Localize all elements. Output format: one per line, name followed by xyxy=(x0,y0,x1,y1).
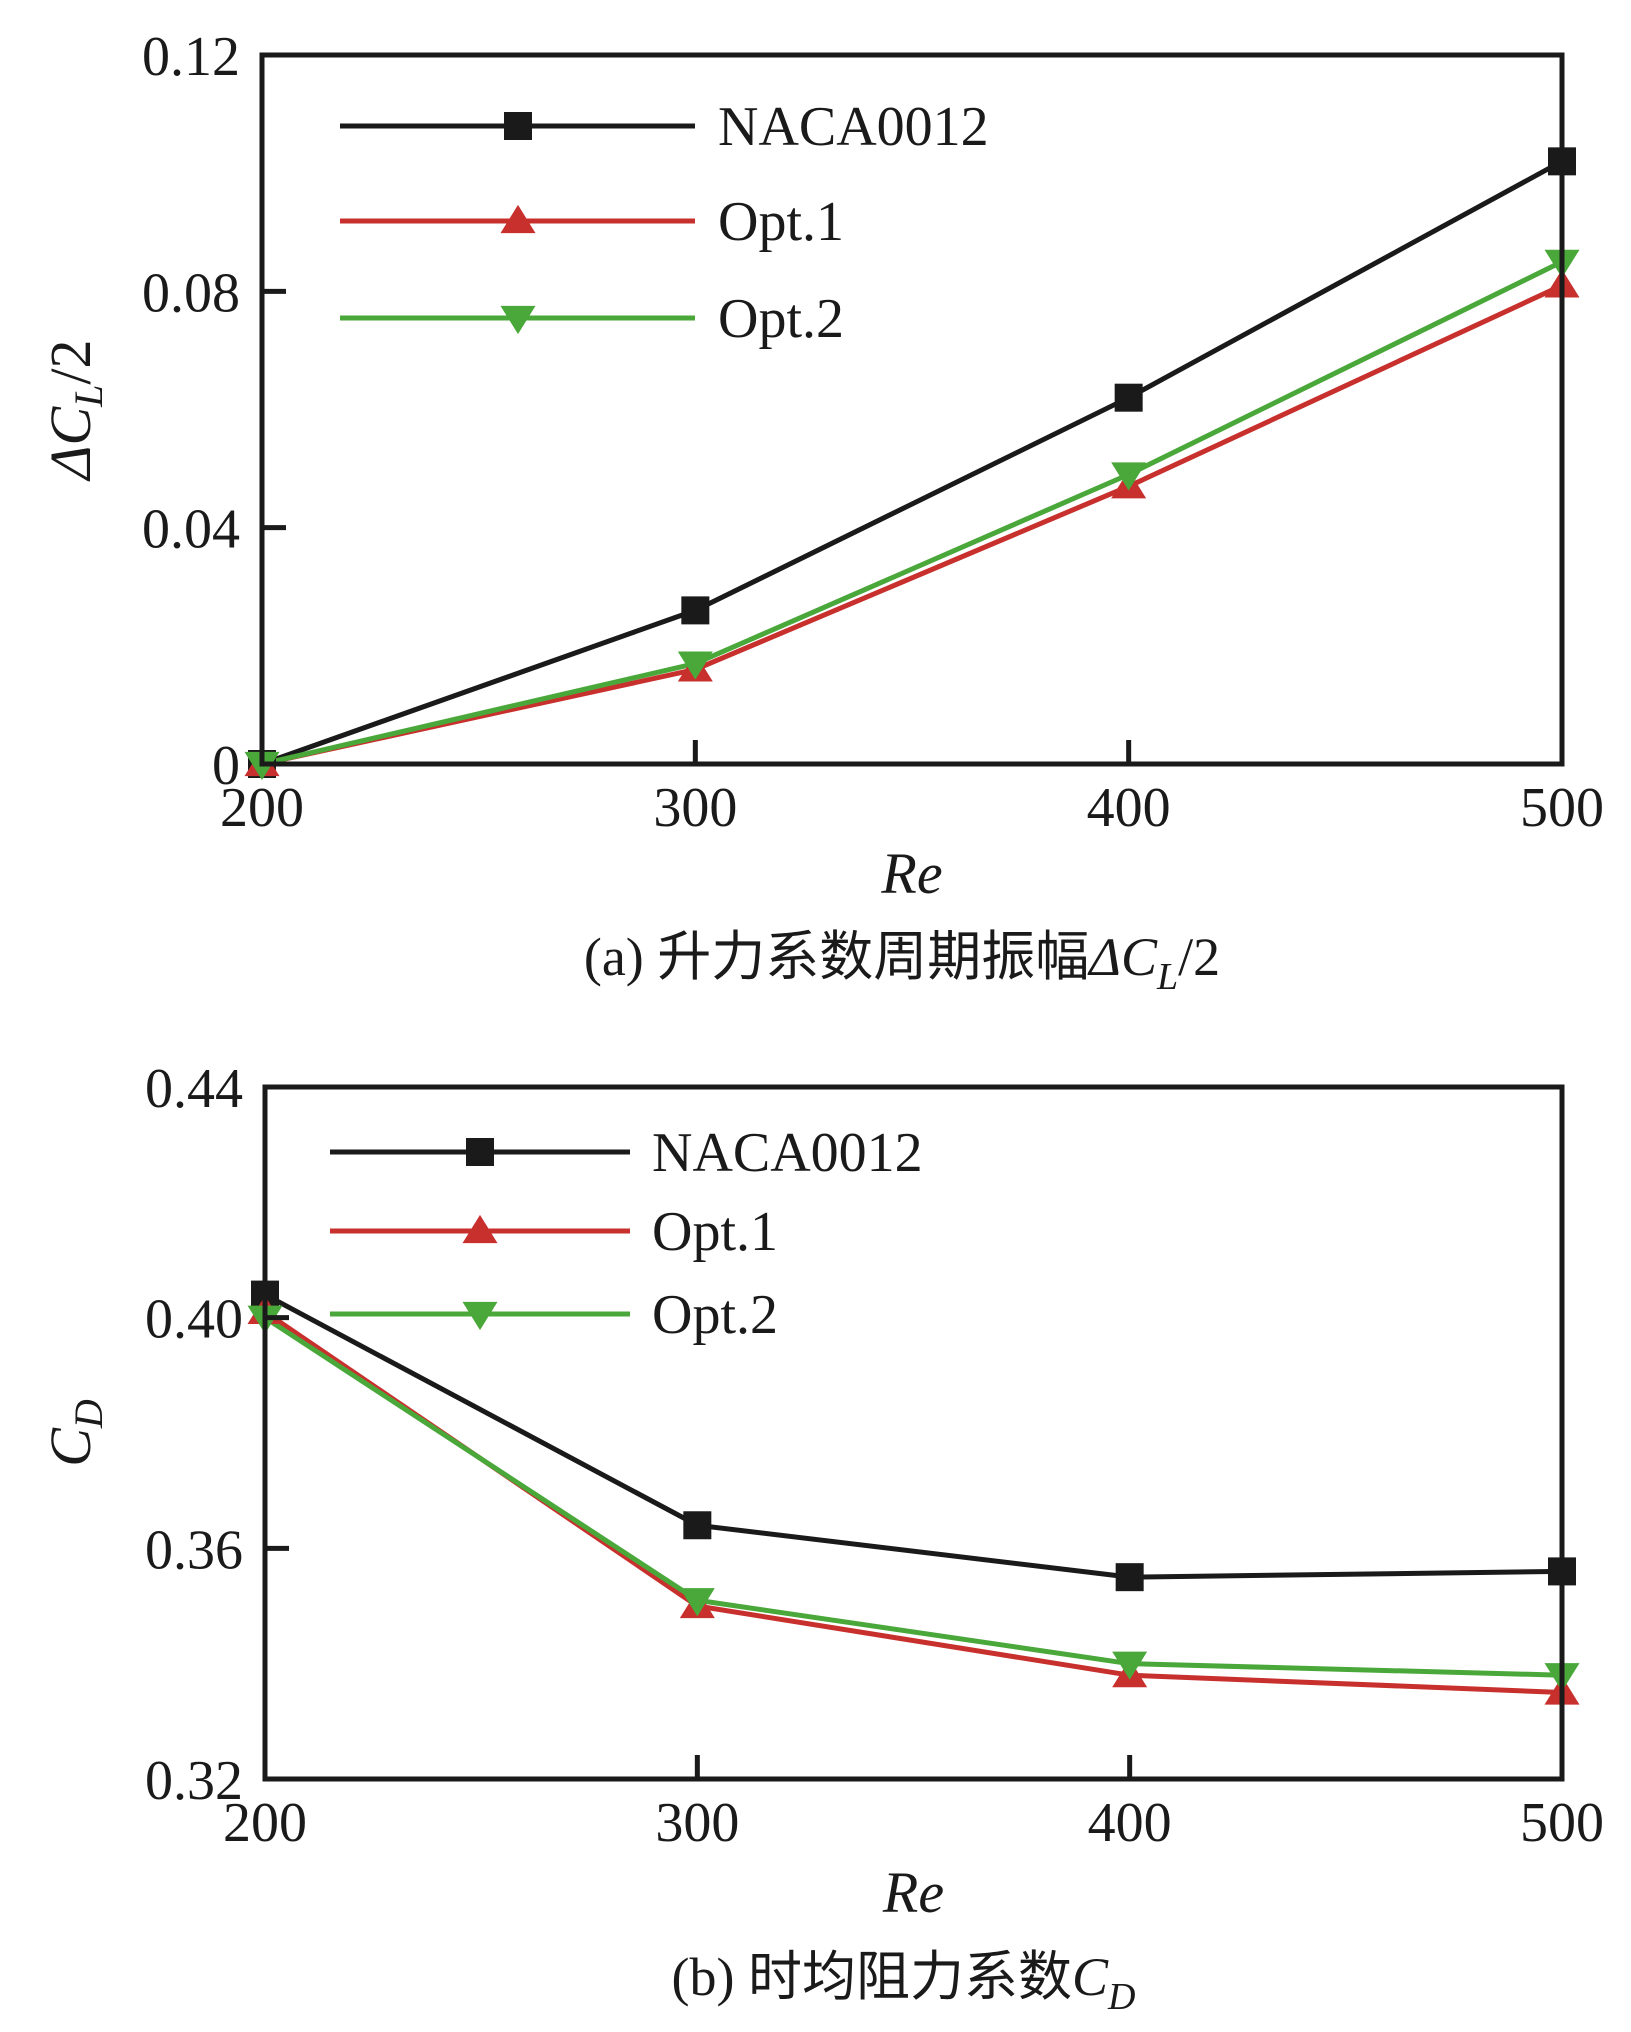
panel-a-point-opt-2 xyxy=(677,651,713,680)
legend-label-naca0012: NACA0012 xyxy=(652,1122,923,1184)
panel-a-x-axis-title: Re xyxy=(880,841,942,906)
panel-a-y-axis-symbol: ΔC xyxy=(38,406,103,482)
panel-b-x-tick-label: 400 xyxy=(1088,1792,1172,1854)
panel-a-caption-prefix: (a) 升力系数周期振幅 xyxy=(584,927,1089,987)
legend-marker-naca0012 xyxy=(466,1138,494,1166)
panel-a-x-tick-label: 200 xyxy=(220,777,304,839)
legend-label-naca0012: NACA0012 xyxy=(718,96,989,158)
panel-b-y-tick-label: 0.36 xyxy=(145,1519,243,1581)
legend-marker-opt-1 xyxy=(462,1214,498,1244)
panel-b-x-tick-label: 500 xyxy=(1520,1792,1604,1854)
panel-a-x-tick-label: 400 xyxy=(1087,777,1171,839)
panel-a-point-naca0012 xyxy=(681,596,710,625)
panel-b-y-tick-label: 0.32 xyxy=(145,1750,243,1812)
panel-a-ticks: 0 0.04 0.08 0.12 200 300 400 500 xyxy=(142,26,1604,839)
panel-a-legend: NACA0012 Opt.1 Opt.2 xyxy=(340,96,989,350)
legend-label-opt-2: Opt.2 xyxy=(652,1284,778,1346)
panel-a-y-tick-label: 0 xyxy=(212,735,240,797)
panel-b-point-naca0012 xyxy=(683,1511,712,1540)
panel-b-x-tick-label: 200 xyxy=(223,1792,307,1854)
panel-b-x-axis-title: Re xyxy=(882,1860,944,1925)
legend-marker-opt-1 xyxy=(500,204,536,234)
legend-label-opt-1: Opt.1 xyxy=(718,191,844,253)
panel-a-x-tick-label: 300 xyxy=(653,777,737,839)
panel-b-point-opt-2 xyxy=(1112,1651,1148,1680)
legend-marker-opt-2 xyxy=(462,1301,498,1331)
panel-b-plot-frame xyxy=(262,1084,1565,1782)
panel-a-y-tick-label: 0.12 xyxy=(142,26,240,88)
panel-a-caption-subscript: L xyxy=(1156,956,1178,998)
panel-b-caption-symbol: C xyxy=(1072,1947,1109,2007)
panel-a-series-line-naca0012 xyxy=(261,159,1564,767)
panel-a-caption: (a) 升力系数周期振幅ΔCL/2 xyxy=(584,927,1220,998)
panel-b-y-axis-symbol: C xyxy=(38,1427,103,1467)
panel-b-legend: NACA0012 Opt.1 Opt.2 xyxy=(330,1122,923,1346)
panel-b-caption-prefix: (b) 时均阻力系数 xyxy=(672,1947,1072,2007)
panel-a-marks xyxy=(244,147,1580,781)
panel-a-plot-frame xyxy=(259,52,1565,767)
panel-a-caption-symbol: ΔC xyxy=(1087,927,1158,987)
legend-marker-naca0012 xyxy=(504,112,532,140)
panel-b-point-opt-2 xyxy=(679,1588,715,1617)
panel-a-y-axis-title: ΔCL/2 xyxy=(38,339,111,481)
legend-label-opt-2: Opt.2 xyxy=(718,288,844,350)
panel-b-point-naca0012 xyxy=(1115,1563,1144,1592)
panel-b-series-line-opt-2 xyxy=(263,1315,1563,1678)
panel-a: NACA0012 Opt.1 Opt.2 0 0.04 0.08 0.12 200 300 40… xyxy=(38,26,1604,998)
panel-a-y-tick-label: 0.04 xyxy=(142,499,240,561)
panel-b: NACA0012 Opt.1 Opt.2 0.32 0.36 0.40 0.44 200 30… xyxy=(38,1058,1604,2018)
panel-b-y-tick-label: 0.40 xyxy=(145,1289,243,1351)
panel-b-x-tick-label: 300 xyxy=(655,1792,739,1854)
panel-a-y-axis-suffix: /2 xyxy=(38,339,103,384)
panel-a-y-axis-subscript: L xyxy=(66,385,111,408)
panel-a-point-naca0012 xyxy=(1114,383,1143,412)
panel-b-y-axis-title: CD xyxy=(38,1399,111,1467)
legend-label-opt-1: Opt.1 xyxy=(652,1201,778,1263)
panel-a-point-opt-2 xyxy=(1111,462,1147,491)
panel-a-caption-suffix: /2 xyxy=(1178,927,1220,987)
panel-b-ticks: 0.32 0.36 0.40 0.44 200 300 400 500 xyxy=(145,1058,1604,1854)
panel-b-marks xyxy=(247,1280,1580,1705)
panel-b-y-tick-label: 0.44 xyxy=(145,1058,243,1120)
panel-a-series-line-opt-1 xyxy=(261,283,1564,767)
panel-b-caption-subscript: D xyxy=(1107,1976,1135,2018)
panel-a-series-line-opt-2 xyxy=(261,259,1564,767)
legend-marker-opt-2 xyxy=(500,305,536,335)
panel-b-series-line-opt-1 xyxy=(263,1309,1563,1695)
panel-a-x-tick-label: 500 xyxy=(1520,777,1604,839)
panel-b-caption: (b) 时均阻力系数CD xyxy=(672,1947,1136,2018)
panel-b-y-axis-subscript: D xyxy=(66,1399,111,1429)
panel-a-y-tick-label: 0.08 xyxy=(142,262,240,324)
panel-b-series-line-naca0012 xyxy=(263,1292,1563,1580)
